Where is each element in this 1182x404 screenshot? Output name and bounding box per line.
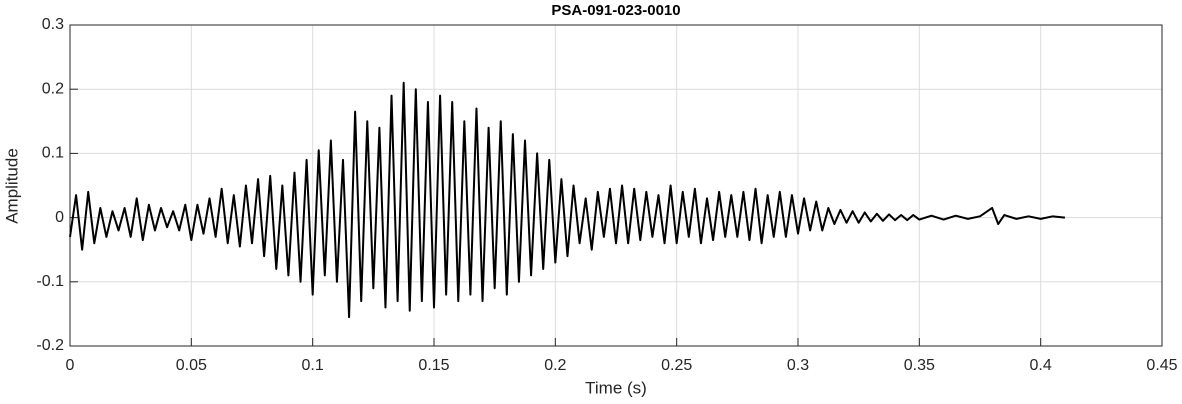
- y-tick-label: 0.1: [42, 145, 64, 162]
- y-tick-label: 0.3: [42, 16, 64, 33]
- y-tick-label: -0.1: [36, 273, 64, 290]
- x-tick-label: 0.1: [302, 357, 324, 374]
- x-tick-label: 0.2: [544, 357, 566, 374]
- y-tick-label: 0.2: [42, 80, 64, 97]
- x-tick-label: 0.4: [1030, 357, 1052, 374]
- signal-line: [69, 81, 1066, 319]
- y-tick-label: -0.2: [36, 337, 64, 354]
- x-tick-label: 0.3: [787, 357, 809, 374]
- x-axis-label: Time (s): [585, 378, 647, 397]
- y-tick-label: 0: [55, 209, 64, 226]
- x-tick-label: 0.05: [176, 357, 207, 374]
- plot-frame: [69, 24, 1163, 347]
- y-axis-label: Amplitude: [2, 148, 21, 224]
- x-tick-label: 0.45: [1146, 357, 1177, 374]
- chart-title: PSA-091-023-0010: [551, 2, 680, 19]
- x-tick-label: 0.15: [418, 357, 449, 374]
- x-tick-label: 0: [66, 357, 75, 374]
- x-tick-label: 0.25: [661, 357, 692, 374]
- x-tick-label: 0.35: [904, 357, 935, 374]
